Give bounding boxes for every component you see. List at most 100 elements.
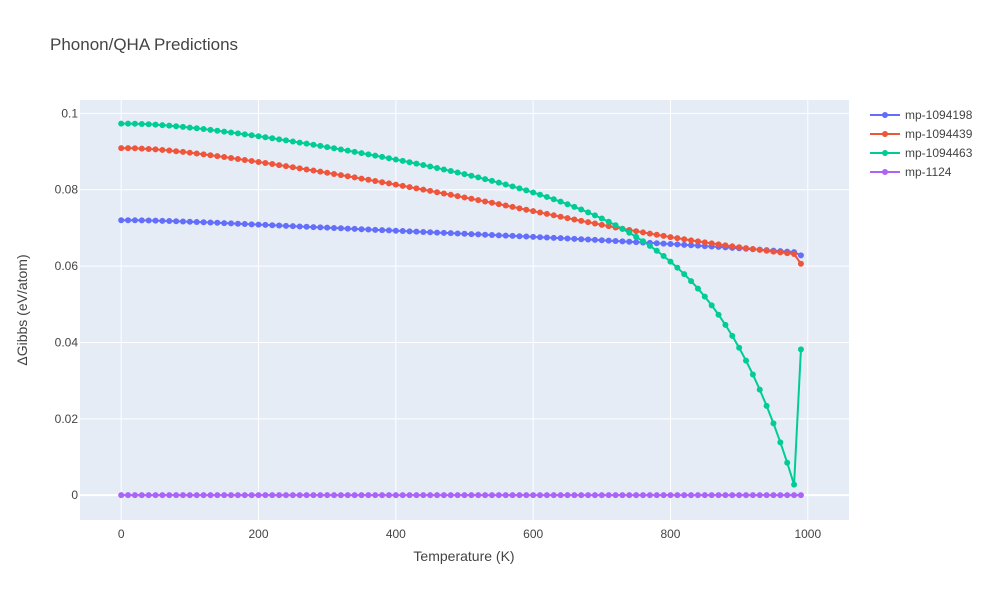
data-point[interactable] [221, 154, 228, 161]
data-point[interactable] [598, 492, 605, 499]
data-point[interactable] [372, 152, 379, 159]
data-point[interactable] [468, 492, 475, 499]
data-point[interactable] [193, 492, 200, 499]
data-point[interactable] [317, 224, 324, 231]
data-point[interactable] [385, 227, 392, 234]
data-point[interactable] [289, 164, 296, 171]
data-point[interactable] [626, 492, 633, 499]
data-point[interactable] [640, 238, 647, 245]
data-point[interactable] [200, 151, 207, 158]
data-point[interactable] [255, 221, 262, 228]
data-point[interactable] [289, 492, 296, 499]
data-point[interactable] [310, 224, 317, 231]
data-point[interactable] [118, 145, 125, 152]
data-point[interactable] [557, 235, 564, 242]
data-point[interactable] [640, 229, 647, 236]
data-point[interactable] [337, 172, 344, 179]
data-point[interactable] [708, 302, 715, 309]
data-point[interactable] [269, 161, 276, 168]
data-point[interactable] [509, 232, 516, 239]
data-point[interactable] [468, 172, 475, 179]
legend-item[interactable]: mp-1094463 [870, 146, 973, 160]
data-point[interactable] [331, 145, 338, 152]
data-point[interactable] [770, 492, 777, 499]
data-point[interactable] [653, 240, 660, 247]
data-point[interactable] [454, 169, 461, 176]
data-point[interactable] [193, 218, 200, 225]
data-point[interactable] [365, 151, 372, 158]
data-point[interactable] [358, 492, 365, 499]
data-point[interactable] [749, 371, 756, 378]
data-point[interactable] [248, 492, 255, 499]
data-point[interactable] [282, 137, 289, 144]
data-point[interactable] [495, 232, 502, 239]
data-point[interactable] [173, 123, 180, 130]
data-point[interactable] [777, 439, 784, 446]
data-point[interactable] [214, 153, 221, 160]
data-point[interactable] [523, 233, 530, 240]
data-point[interactable] [495, 179, 502, 186]
data-point[interactable] [324, 144, 331, 151]
data-point[interactable] [475, 197, 482, 204]
data-point[interactable] [605, 223, 612, 230]
data-point[interactable] [509, 183, 516, 190]
data-point[interactable] [619, 238, 626, 245]
data-point[interactable] [605, 218, 612, 225]
data-point[interactable] [289, 138, 296, 145]
data-point[interactable] [715, 311, 722, 318]
data-point[interactable] [729, 492, 736, 499]
data-point[interactable] [694, 238, 701, 245]
data-point[interactable] [221, 220, 228, 227]
data-point[interactable] [159, 492, 166, 499]
data-point[interactable] [585, 219, 592, 226]
data-point[interactable] [276, 222, 283, 229]
data-point[interactable] [612, 237, 619, 244]
data-point[interactable] [214, 127, 221, 134]
data-point[interactable] [179, 492, 186, 499]
data-point[interactable] [694, 285, 701, 292]
data-point[interactable] [736, 244, 743, 251]
data-point[interactable] [282, 492, 289, 499]
data-point[interactable] [777, 249, 784, 256]
data-point[interactable] [166, 147, 173, 154]
data-point[interactable] [310, 141, 317, 148]
data-point[interactable] [166, 122, 173, 129]
data-point[interactable] [447, 492, 454, 499]
data-point[interactable] [626, 229, 633, 236]
data-point[interactable] [344, 225, 351, 232]
data-point[interactable] [598, 237, 605, 244]
data-point[interactable] [598, 221, 605, 228]
data-point[interactable] [324, 492, 331, 499]
data-point[interactable] [736, 492, 743, 499]
data-point[interactable] [557, 198, 564, 205]
data-point[interactable] [276, 162, 283, 169]
data-point[interactable] [310, 492, 317, 499]
data-point[interactable] [461, 492, 468, 499]
data-point[interactable] [633, 233, 640, 240]
data-point[interactable] [681, 236, 688, 243]
data-point[interactable] [475, 492, 482, 499]
data-point[interactable] [173, 492, 180, 499]
data-point[interactable] [152, 146, 159, 153]
data-point[interactable] [248, 132, 255, 139]
data-point[interactable] [612, 222, 619, 229]
data-point[interactable] [701, 239, 708, 246]
data-point[interactable] [159, 122, 166, 129]
data-point[interactable] [337, 225, 344, 232]
data-point[interactable] [118, 492, 125, 499]
data-point[interactable] [365, 226, 372, 233]
data-point[interactable] [591, 212, 598, 219]
data-point[interactable] [749, 492, 756, 499]
data-point[interactable] [537, 492, 544, 499]
data-point[interactable] [722, 321, 729, 328]
data-point[interactable] [612, 492, 619, 499]
data-point[interactable] [262, 134, 269, 141]
data-point[interactable] [138, 217, 145, 224]
data-point[interactable] [138, 492, 145, 499]
data-point[interactable] [646, 492, 653, 499]
data-point[interactable] [179, 148, 186, 155]
data-point[interactable] [475, 231, 482, 238]
data-point[interactable] [502, 181, 509, 188]
data-point[interactable] [331, 170, 338, 177]
data-point[interactable] [125, 145, 132, 152]
